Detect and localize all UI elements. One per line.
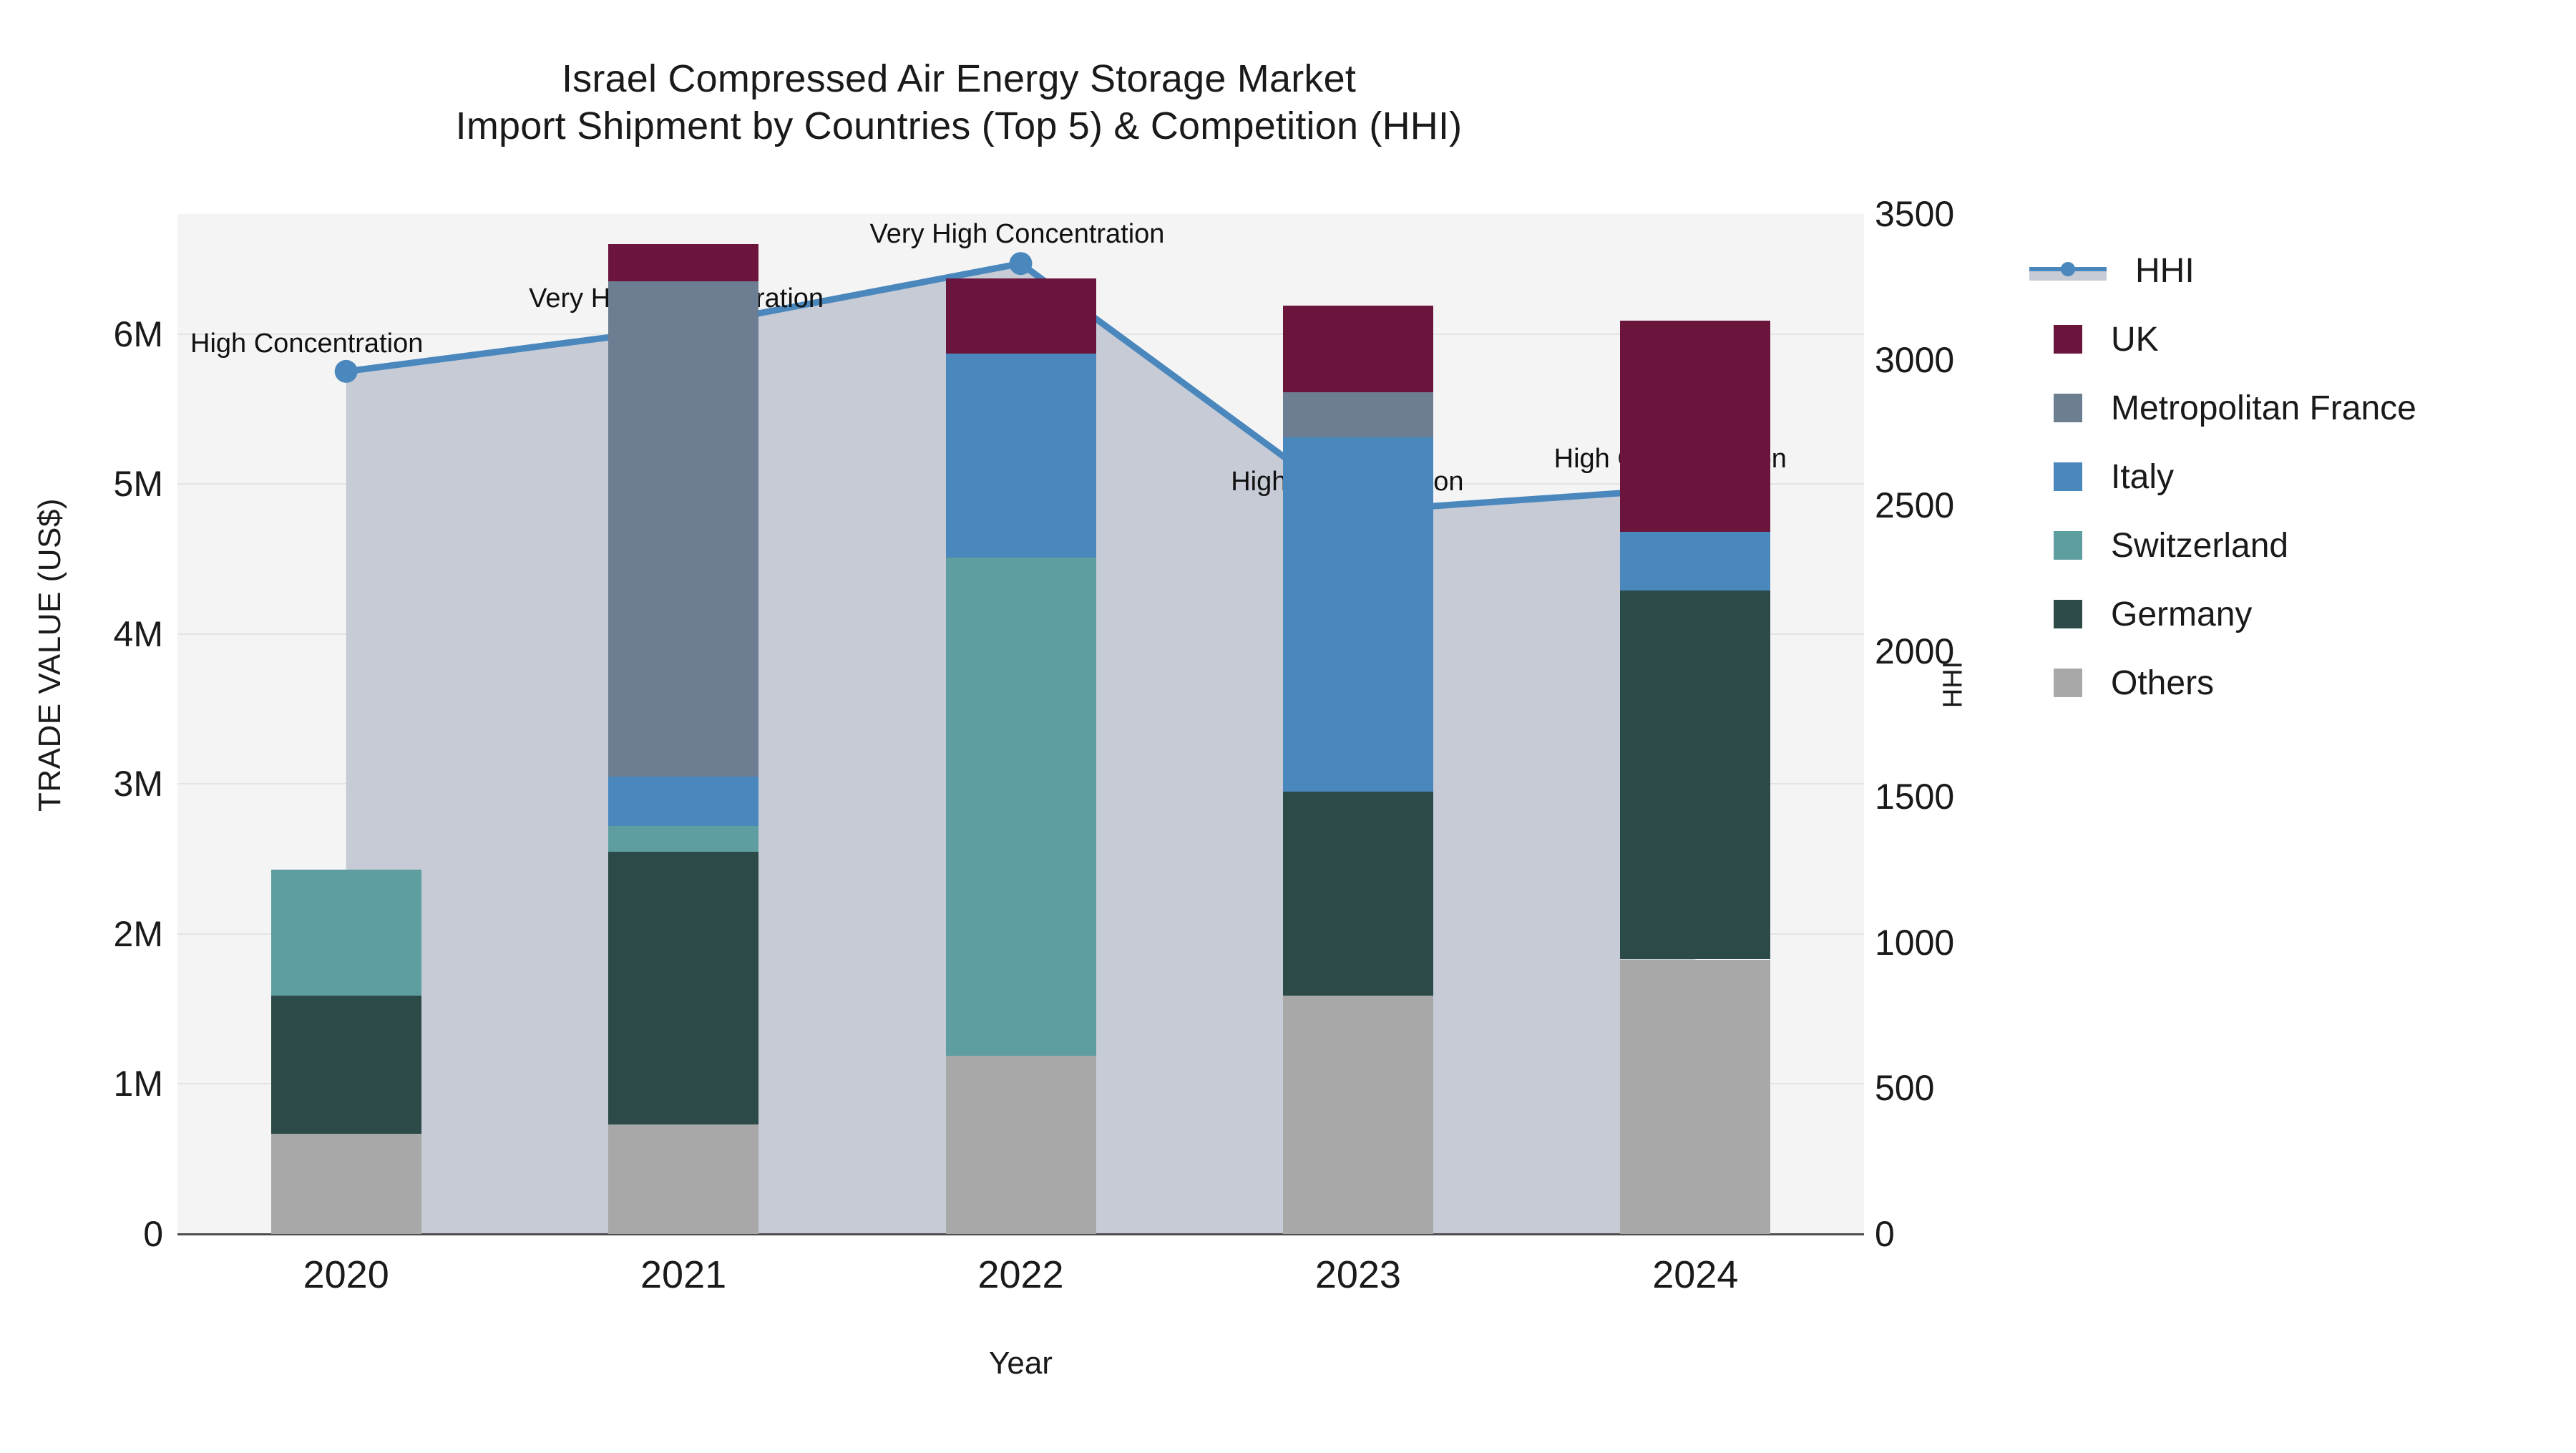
y-axis-right-tick-label: 3000 bbox=[1875, 339, 1955, 380]
bar-segment bbox=[270, 869, 421, 996]
legend-color-swatch bbox=[2054, 394, 2082, 422]
y-axis-left-tick-label: 1M bbox=[113, 1064, 163, 1104]
y-axis-left-tick-label: 0 bbox=[143, 1214, 163, 1254]
y-axis-left-tick-label: 2M bbox=[113, 913, 163, 954]
hhi-annotation-label: Very High Concentration bbox=[869, 219, 1165, 250]
legend-item-label: UK bbox=[2111, 320, 2159, 359]
bar-segment bbox=[1620, 320, 1771, 533]
x-axis-tick-label: 2023 bbox=[1314, 1253, 1401, 1296]
bar-segment bbox=[1620, 532, 1771, 591]
legend-color-swatch bbox=[2054, 325, 2082, 354]
legend-item-label: Italy bbox=[2111, 457, 2175, 496]
legend-color-swatch bbox=[2054, 600, 2082, 628]
bar-segment bbox=[945, 557, 1096, 1056]
legend-item-switzerland[interactable]: Switzerland bbox=[2054, 511, 2555, 580]
y-axis-right-tick-label: 1500 bbox=[1875, 777, 1955, 817]
x-axis-tick-label: 2021 bbox=[640, 1253, 727, 1296]
chart-title: Israel Compressed Air Energy Storage Mar… bbox=[561, 57, 1357, 100]
bar-segment bbox=[1282, 305, 1433, 393]
x-axis-tick-label: 2022 bbox=[977, 1253, 1064, 1296]
bar-segment bbox=[1620, 590, 1771, 960]
y-axis-left-tick-label: 5M bbox=[113, 464, 163, 505]
chart-subtitle: Import Shipment by Countries (Top 5) & C… bbox=[455, 104, 1463, 147]
legend-item-label: Metropolitan France bbox=[2111, 389, 2416, 427]
legend-color-swatch bbox=[2054, 669, 2082, 697]
bar-segment bbox=[1282, 791, 1433, 996]
legend-item-label: Germany bbox=[2111, 595, 2253, 633]
y-axis-right-tick-label: 0 bbox=[1875, 1214, 1895, 1254]
legend-line-marker-icon bbox=[2029, 256, 2107, 285]
chart-legend: HHI UK Metropolitan France Italy Switzerland… bbox=[2029, 236, 2555, 717]
legend-color-swatch bbox=[2054, 462, 2082, 491]
bar-segment bbox=[1620, 959, 1771, 1234]
bar-segment bbox=[608, 243, 759, 282]
legend-item-metropolitan-france[interactable]: Metropolitan France bbox=[2054, 374, 2555, 442]
legend-item-germany[interactable]: Germany bbox=[2054, 580, 2555, 648]
y-axis-right-tick-label: 2000 bbox=[1875, 631, 1955, 671]
legend-item-label: Others bbox=[2111, 664, 2215, 702]
legend-color-swatch bbox=[2054, 531, 2082, 560]
x-axis-line bbox=[177, 1233, 1864, 1235]
y-axis-right-tick-label: 1000 bbox=[1875, 922, 1955, 963]
legend-item-label: HHI bbox=[2135, 251, 2195, 290]
legend-item-hhi[interactable]: HHI bbox=[2029, 236, 2555, 305]
x-axis-tick-label: 2020 bbox=[303, 1253, 389, 1296]
bar-segment bbox=[945, 353, 1096, 558]
bar-segment bbox=[1282, 995, 1433, 1234]
x-axis-title: Year bbox=[989, 1346, 1053, 1381]
y-axis-right-tick-label: 2500 bbox=[1875, 485, 1955, 526]
bar-segment bbox=[608, 776, 759, 826]
bar-segment bbox=[608, 281, 759, 777]
bar-segment bbox=[270, 995, 421, 1134]
bar-segment bbox=[945, 278, 1096, 354]
chart-title-block: Israel Compressed Air Energy Storage Mar… bbox=[0, 56, 1918, 150]
bar-segment bbox=[270, 1133, 421, 1234]
y-axis-left-tick-label: 4M bbox=[113, 613, 163, 654]
bar-segment bbox=[945, 1055, 1096, 1234]
legend-item-others[interactable]: Others bbox=[2054, 648, 2555, 717]
y-axis-right-tick-label: 3500 bbox=[1875, 194, 1955, 234]
y-axis-left-tick-label: 3M bbox=[113, 764, 163, 805]
legend-item-label: Switzerland bbox=[2111, 526, 2289, 565]
x-axis-tick-label: 2024 bbox=[1652, 1253, 1739, 1296]
bar-segment bbox=[608, 851, 759, 1125]
bar-segment bbox=[608, 1124, 759, 1234]
bar-segment bbox=[608, 826, 759, 852]
y-axis-left-tick-label: 6M bbox=[113, 314, 163, 354]
bar-segment bbox=[1282, 392, 1433, 438]
legend-item-uk[interactable]: UK bbox=[2054, 305, 2555, 374]
legend-item-italy[interactable]: Italy bbox=[2054, 442, 2555, 511]
y-axis-right-tick-label: 500 bbox=[1875, 1068, 1935, 1109]
bar-segment bbox=[1282, 437, 1433, 792]
